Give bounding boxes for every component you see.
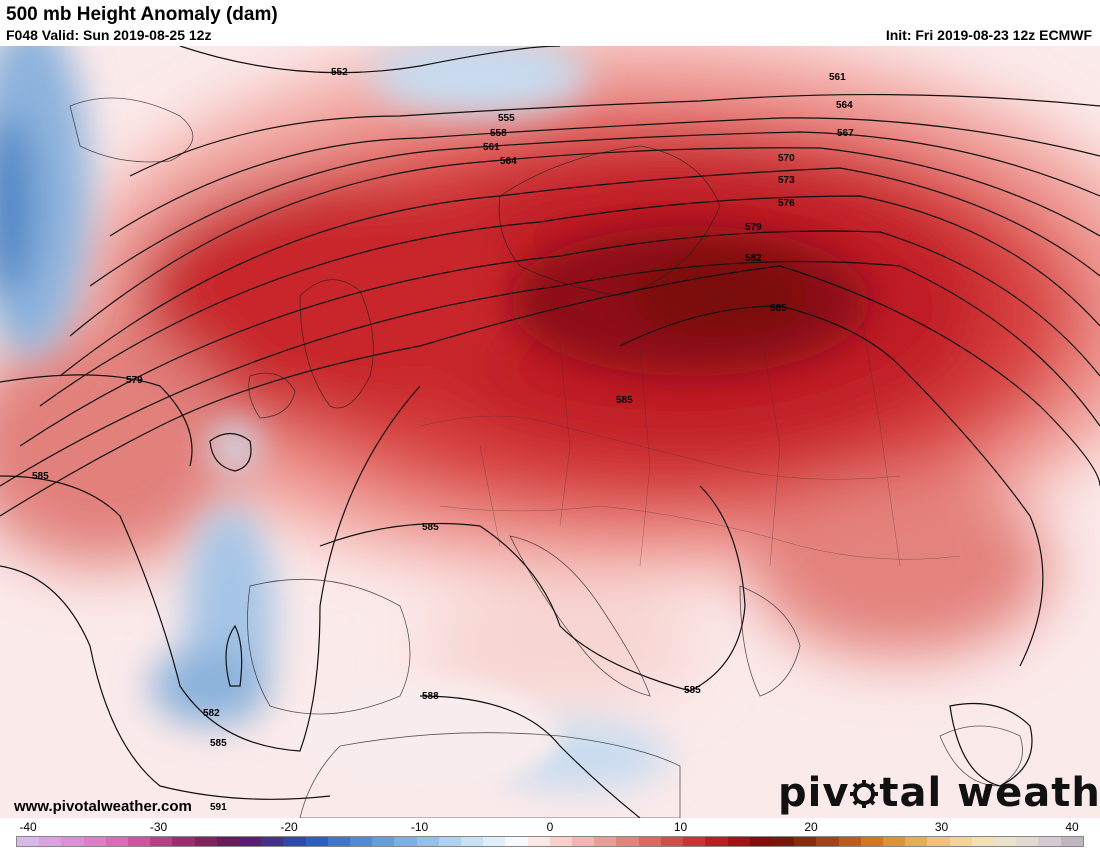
colorbar-swatch [194, 837, 217, 846]
borders [419, 305, 961, 567]
map-title: 500 mb Height Anomaly (dam) [6, 4, 278, 25]
contour-label: 555 [498, 113, 515, 124]
colorbar-swatch [39, 837, 62, 846]
colorbar-tick-label: 20 [804, 820, 818, 834]
colorbar [16, 836, 1084, 847]
contour-label: 564 [500, 156, 517, 167]
contour-label: 591 [210, 802, 227, 813]
colorbar-swatch [394, 837, 417, 846]
contour-label: 573 [778, 175, 795, 186]
colorbar-swatch [438, 837, 462, 846]
colorbar-swatch [683, 837, 706, 846]
colorbar-swatch [172, 837, 195, 846]
contour-label: 561 [829, 72, 846, 83]
contour-label: 558 [490, 128, 507, 139]
contour-label: 585 [422, 522, 439, 533]
contour-label: 585 [616, 395, 633, 406]
colorbar-swatch [150, 837, 173, 846]
colorbar-swatch [61, 837, 84, 846]
colorbar-swatch [905, 837, 928, 846]
contour-label: 552 [331, 67, 348, 78]
colorbar-tick-label: -20 [280, 820, 298, 834]
colorbar-swatch [216, 837, 240, 846]
website-link[interactable]: www.pivotalweather.com [14, 798, 192, 815]
contour-label: 582 [203, 708, 220, 719]
contour-label: 561 [483, 142, 500, 153]
colorbar-swatch [771, 837, 795, 846]
colorbar-swatch [971, 837, 994, 846]
brand-logo: piv tal weather [778, 770, 1100, 816]
colorbar-swatch [1016, 837, 1039, 846]
colorbar-tick-label: -40 [19, 820, 37, 834]
coastlines [69, 97, 1023, 818]
colorbar-swatch [105, 837, 129, 846]
colorbar-swatch [860, 837, 883, 846]
colorbar-swatch [483, 837, 506, 846]
contour-label: 585 [32, 471, 49, 482]
colorbar-swatch [882, 837, 906, 846]
gear-icon [849, 770, 879, 816]
colorbar-swatch [1060, 837, 1083, 846]
colorbar-swatch [327, 837, 351, 846]
contour-label: 579 [126, 375, 143, 386]
colorbar-tick-label: -10 [410, 820, 429, 834]
colorbar-tick-label: -30 [149, 820, 168, 834]
colorbar-swatch [794, 837, 817, 846]
colorbar-tick-label: 0 [546, 820, 554, 834]
colorbar-tick-label: 30 [934, 820, 949, 834]
colorbar-swatch [727, 837, 750, 846]
height-contours [0, 46, 1100, 818]
colorbar-swatch [927, 837, 950, 846]
contour-labels: 552 555 558 561 564 561 564 567 570 573 … [32, 67, 854, 813]
colorbar-swatch [372, 837, 395, 846]
colorbar-swatch [128, 837, 151, 846]
anomaly-shading [0, 46, 1100, 818]
colorbar-swatch [461, 837, 484, 846]
contour-label: 576 [778, 198, 795, 209]
colorbar-swatch [949, 837, 972, 846]
colorbar-tick-label: 10 [673, 820, 688, 834]
header-bar: 500 mb Height Anomaly (dam) F048 Valid: … [0, 0, 1100, 46]
colorbar-swatch [993, 837, 1017, 846]
colorbar-swatch [549, 837, 573, 846]
contour-label: 564 [836, 100, 853, 111]
colorbar-swatch [305, 837, 328, 846]
colorbar-swatch [749, 837, 772, 846]
colorbar-swatch [17, 837, 40, 846]
colorbar-swatch [616, 837, 639, 846]
colorbar-swatch [705, 837, 728, 846]
colorbar-swatch [660, 837, 684, 846]
contour-label: 582 [745, 253, 762, 264]
contour-label: 579 [745, 222, 762, 233]
contour-label: 570 [778, 153, 795, 164]
contour-label: 585 [210, 738, 227, 749]
colorbar-swatch [283, 837, 306, 846]
contour-label: 588 [422, 691, 439, 702]
brand-text-right: tal weather [879, 770, 1100, 816]
contour-label: 585 [684, 685, 701, 696]
colorbar-swatch [527, 837, 550, 846]
colorbar-swatch [350, 837, 373, 846]
colorbar-swatch [1038, 837, 1061, 846]
init-time: Init: Fri 2019-08-23 12z ECMWF [885, 27, 1092, 43]
colorbar-swatch [838, 837, 861, 846]
anomaly-map: 552 555 558 561 564 561 564 567 570 573 … [0, 46, 1100, 818]
colorbar-swatch [416, 837, 439, 846]
colorbar-swatch [239, 837, 262, 846]
colorbar-swatch [83, 837, 106, 846]
colorbar-swatch [638, 837, 661, 846]
valid-time: F048 Valid: Sun 2019-08-25 12z [6, 27, 212, 43]
colorbar-swatch [594, 837, 617, 846]
colorbar-swatch [816, 837, 839, 846]
contour-label: 585 [770, 303, 787, 314]
colorbar-swatch [505, 837, 528, 846]
colorbar-swatch [261, 837, 284, 846]
contour-label: 567 [837, 128, 854, 139]
colorbar-ticks: -40 -30 -20 -10 0 10 20 30 40 [0, 820, 1100, 836]
colorbar-tick-label: 40 [1065, 820, 1079, 834]
colorbar-swatch [572, 837, 595, 846]
brand-text-left: piv [778, 770, 850, 816]
